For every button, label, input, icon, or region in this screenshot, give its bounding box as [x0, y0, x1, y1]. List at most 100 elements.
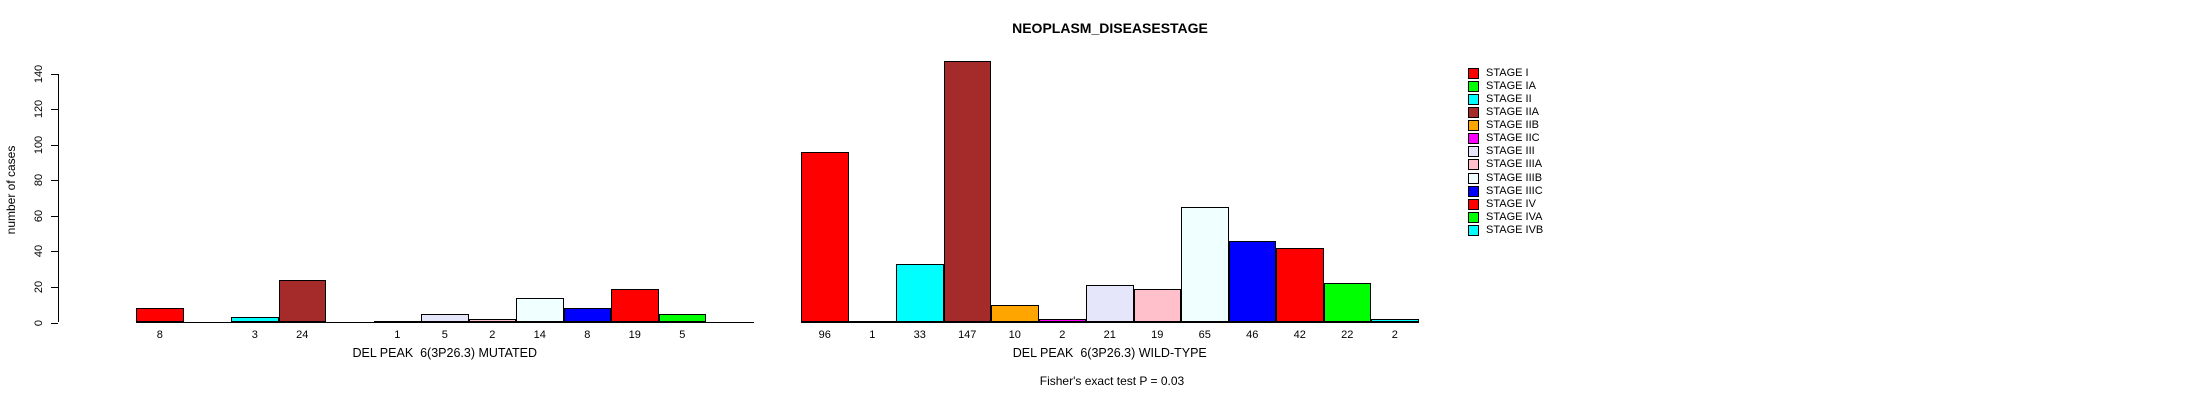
legend-item: STAGE IIIA — [1468, 158, 1588, 171]
legend-swatch — [1468, 133, 1479, 145]
legend-item: STAGE IIIB — [1468, 172, 1588, 185]
bar — [1038, 318, 1086, 323]
legend-label: STAGE IA — [1486, 79, 1536, 92]
bar — [1181, 206, 1229, 323]
legend-swatch — [1468, 107, 1479, 118]
legend-swatch — [1468, 185, 1479, 197]
bar — [991, 304, 1039, 323]
bar — [658, 313, 706, 323]
legend-swatch — [1468, 211, 1479, 223]
bar-value-label: 33 — [913, 329, 926, 341]
legend-item: STAGE IA — [1468, 80, 1588, 93]
group-caption: DEL PEAK 6(3P26.3) WILD-TYPE — [1012, 346, 1207, 360]
bar — [1323, 283, 1371, 323]
bar-value-label: 10 — [1008, 329, 1021, 341]
bar — [373, 320, 421, 323]
bar-value-label: 22 — [1341, 329, 1354, 341]
bar — [136, 308, 184, 323]
y-axis-label: number of cases — [4, 145, 18, 235]
legend-swatch — [1468, 120, 1479, 132]
bar-value-label: 8 — [156, 329, 163, 341]
legend-swatch — [1468, 146, 1479, 158]
bar-value-label: 42 — [1293, 329, 1306, 341]
bar — [468, 318, 516, 323]
bar — [943, 61, 991, 323]
y-tick-label: 80 — [33, 174, 45, 187]
legend-label: STAGE IIIC — [1486, 184, 1543, 197]
bar — [1086, 285, 1134, 323]
bar-value-label: 8 — [584, 329, 591, 341]
legend-item: STAGE IIA — [1468, 106, 1588, 119]
bar-value-label: 14 — [533, 329, 546, 341]
group-baseline — [136, 322, 754, 323]
bar — [1276, 247, 1324, 323]
legend-label: STAGE IIIA — [1486, 158, 1543, 171]
legend-swatch — [1468, 172, 1479, 184]
bar-value-label: 21 — [1103, 329, 1116, 341]
y-tick-label: 20 — [33, 280, 45, 294]
legend-label: STAGE IIB — [1486, 119, 1539, 132]
legend-label: STAGE III — [1486, 145, 1535, 158]
y-tick — [50, 109, 58, 111]
y-tick-label: 100 — [33, 135, 45, 154]
bar — [563, 308, 611, 323]
y-tick-label: 0 — [33, 319, 45, 326]
bar-value-label: 5 — [441, 329, 448, 341]
bar-value-label: 19 — [628, 329, 641, 341]
bar — [1371, 318, 1419, 323]
bar-value-label: 2 — [489, 329, 496, 341]
y-tick-label: 140 — [33, 64, 45, 83]
legend-label: STAGE IIC — [1486, 132, 1540, 145]
bar-value-label: 24 — [296, 329, 309, 341]
bar-value-label: 19 — [1151, 329, 1164, 341]
legend-swatch — [1468, 67, 1479, 79]
legend-swatch — [1468, 80, 1479, 92]
y-tick — [50, 144, 58, 146]
y-tick — [50, 286, 58, 288]
legend-label: STAGE I — [1486, 66, 1529, 79]
bar — [516, 297, 564, 323]
bar — [1133, 288, 1181, 323]
bar-value-label: 96 — [818, 329, 831, 341]
legend-swatch — [1468, 159, 1479, 171]
y-axis-line — [57, 73, 59, 323]
bar — [421, 313, 469, 323]
y-tick — [50, 251, 58, 253]
legend-swatch — [1468, 93, 1479, 105]
bar-value-label: 46 — [1246, 329, 1259, 341]
bar — [896, 263, 944, 323]
bar-value-label: 2 — [1059, 329, 1066, 341]
legend-label: STAGE II — [1486, 92, 1532, 105]
y-tick-label: 120 — [33, 99, 45, 119]
legend-item: STAGE III — [1468, 145, 1588, 158]
legend-item: STAGE IV — [1468, 198, 1588, 211]
legend-item: STAGE IVB — [1468, 224, 1588, 237]
legend-item: STAGE IIIC — [1468, 185, 1588, 198]
y-tick-label: 40 — [33, 245, 45, 258]
bar-value-label: 65 — [1198, 329, 1211, 341]
legend-item: STAGE IVA — [1468, 211, 1588, 224]
legend-label: STAGE IVB — [1486, 223, 1544, 236]
y-tick — [50, 73, 58, 75]
y-tick — [50, 322, 58, 324]
bar — [848, 320, 896, 323]
bar-value-label: 2 — [1391, 329, 1398, 341]
bar-value-label: 3 — [251, 329, 258, 341]
bar-value-label: 147 — [958, 329, 977, 341]
bar-value-label: 1 — [869, 329, 876, 341]
y-tick — [50, 215, 58, 217]
legend-swatch — [1468, 198, 1479, 210]
legend-swatch — [1468, 224, 1479, 236]
legend-item: STAGE I — [1468, 67, 1588, 80]
bar — [801, 151, 849, 323]
bar-value-label: 1 — [394, 329, 401, 341]
legend-label: STAGE IIA — [1486, 106, 1539, 118]
bar — [611, 288, 659, 323]
group-baseline — [801, 322, 1419, 323]
chart-title: NEOPLASM_DISEASESTAGE — [1012, 20, 1208, 36]
bar — [231, 317, 279, 323]
legend-item: STAGE II — [1468, 93, 1588, 106]
group-caption: DEL PEAK 6(3P26.3) MUTATED — [352, 346, 538, 360]
fisher-test-annotation: Fisher's exact test P = 0.03 — [1039, 374, 1185, 388]
